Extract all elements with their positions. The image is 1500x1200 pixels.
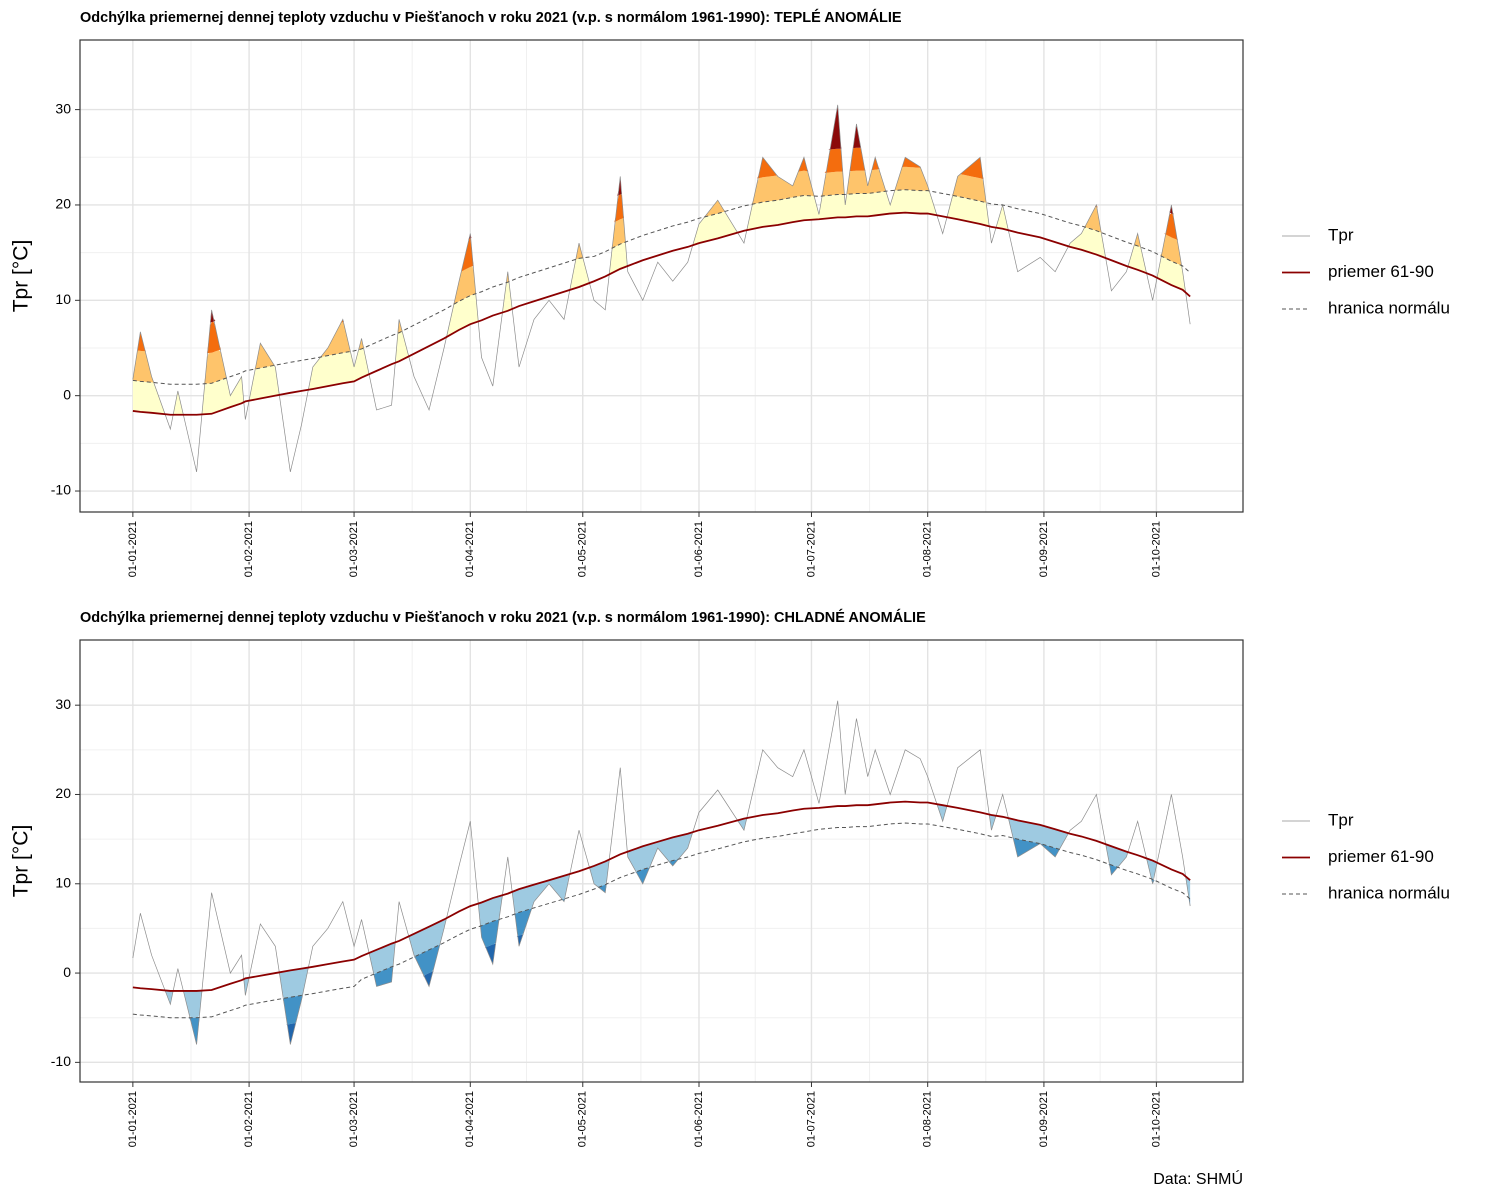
y-tick-label: 20 <box>55 785 71 801</box>
x-tick-label: 01-04-2021 <box>464 1091 476 1147</box>
y-tick-label: 0 <box>63 386 71 402</box>
y-axis-label: Tpr [°C] <box>10 825 33 898</box>
anomaly-band <box>132 166 1191 385</box>
y-tick-label: -10 <box>51 1053 71 1069</box>
x-tick-label: 01-06-2021 <box>693 1091 705 1147</box>
x-tick-label: 01-03-2021 <box>348 1091 360 1147</box>
panel-border <box>79 39 1244 513</box>
series-line <box>132 211 1191 416</box>
series-line <box>132 800 1191 992</box>
legend-label: Tpr <box>1328 810 1354 829</box>
y-tick-label: 30 <box>55 696 71 712</box>
x-tick-label: 01-08-2021 <box>922 1091 934 1147</box>
x-tick-label: 01-09-2021 <box>1038 521 1050 577</box>
anomaly-band <box>132 801 1191 1018</box>
x-tick-label: 01-06-2021 <box>693 521 705 577</box>
x-tick-label: 01-10-2021 <box>1150 1091 1162 1147</box>
anomaly-band <box>132 147 1191 354</box>
y-tick-label: 10 <box>55 874 71 890</box>
chart-title: Odchýlka priemernej dennej teploty vzduc… <box>80 609 926 626</box>
x-tick-label: 01-01-2021 <box>127 521 139 577</box>
panel-border <box>79 639 1244 1083</box>
x-tick-label: 01-10-2021 <box>1150 521 1162 577</box>
legend-label: Tpr <box>1328 225 1354 244</box>
series-line <box>132 822 1191 1019</box>
x-tick-label: 01-03-2021 <box>348 521 360 577</box>
legend-label: priemer 61-90 <box>1328 262 1434 281</box>
x-tick-label: 01-08-2021 <box>922 521 934 577</box>
x-tick-label: 01-05-2021 <box>577 1091 589 1147</box>
x-tick-label: 01-05-2021 <box>577 521 589 577</box>
legend-label: priemer 61-90 <box>1328 847 1434 866</box>
anomaly-band <box>132 823 1191 1045</box>
x-tick-label: 01-02-2021 <box>243 521 255 577</box>
y-tick-label: 20 <box>55 196 71 212</box>
y-axis-label: Tpr [°C] <box>10 240 33 313</box>
y-tick-label: -10 <box>51 482 71 498</box>
series-line <box>132 189 1191 385</box>
y-tick-label: 0 <box>63 964 71 980</box>
anomaly-band <box>132 104 1191 324</box>
x-tick-label: 01-09-2021 <box>1038 1091 1050 1147</box>
legend-label: hranica normálu <box>1328 883 1450 902</box>
series-line <box>132 104 1191 473</box>
x-tick-label: 01-02-2021 <box>243 1091 255 1147</box>
legend-label: hranica normálu <box>1328 298 1450 317</box>
anomaly-band <box>132 189 1191 415</box>
y-tick-label: 10 <box>55 291 71 307</box>
y-tick-label: 30 <box>55 100 71 116</box>
source: Data: SHMÚ <box>1153 1169 1243 1188</box>
x-tick-label: 01-04-2021 <box>464 521 476 577</box>
x-tick-label: 01-07-2021 <box>805 1091 817 1147</box>
x-tick-label: 01-01-2021 <box>127 1091 139 1147</box>
chart-title: Odchýlka priemernej dennej teploty vzduc… <box>80 9 902 26</box>
x-tick-label: 01-07-2021 <box>805 521 817 577</box>
series-line <box>132 700 1191 1045</box>
